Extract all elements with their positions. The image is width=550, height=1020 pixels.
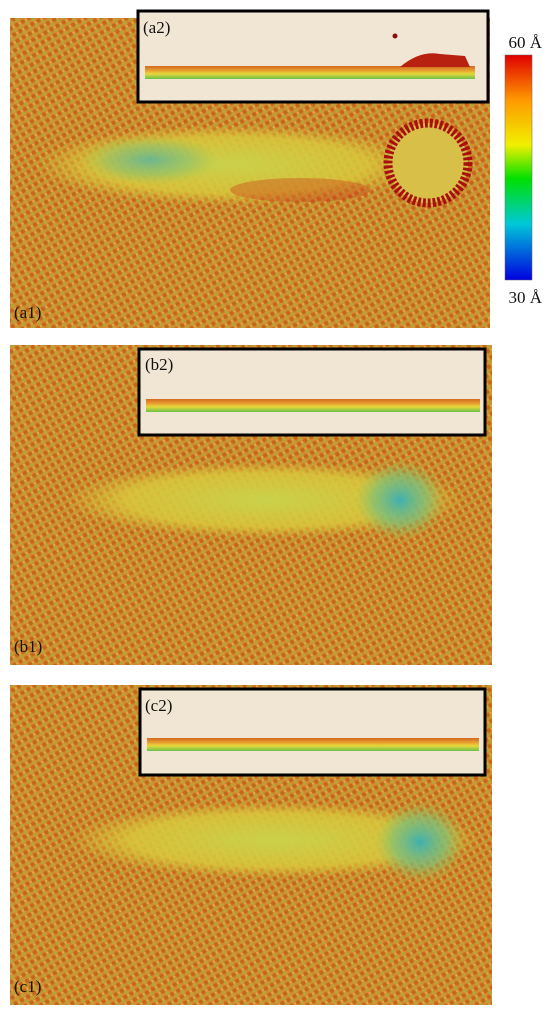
colorbar-max: 60 Å [508,33,542,52]
panel-a: (a2) (a1) [10,9,490,328]
panel-label: (b1) [14,637,42,656]
film-profile [146,399,480,412]
pileup-profile [400,53,470,67]
inset-label: (c2) [145,696,172,715]
panel-b: (b2) (b1) [10,345,492,665]
film-profile [147,738,479,751]
panel-c: (c2) (c1) [10,685,492,1005]
debris [392,33,398,39]
scratch-track [70,802,480,878]
inset-label: (b2) [145,355,173,374]
indenter-ring [383,118,473,208]
colorbar-min: 30 Å [508,288,542,307]
colorbar: 60 Å 30 Å [504,33,543,307]
panel-label: (a1) [14,303,41,322]
panel-label: (c1) [14,977,41,996]
pileup [230,178,370,202]
low-region [355,460,445,540]
inset-label: (a2) [143,18,170,37]
low-region [80,135,220,185]
film-profile [145,66,475,79]
low-region [375,802,465,882]
inset [138,687,487,777]
colorbar-gradient [504,54,533,281]
inset [137,347,487,437]
